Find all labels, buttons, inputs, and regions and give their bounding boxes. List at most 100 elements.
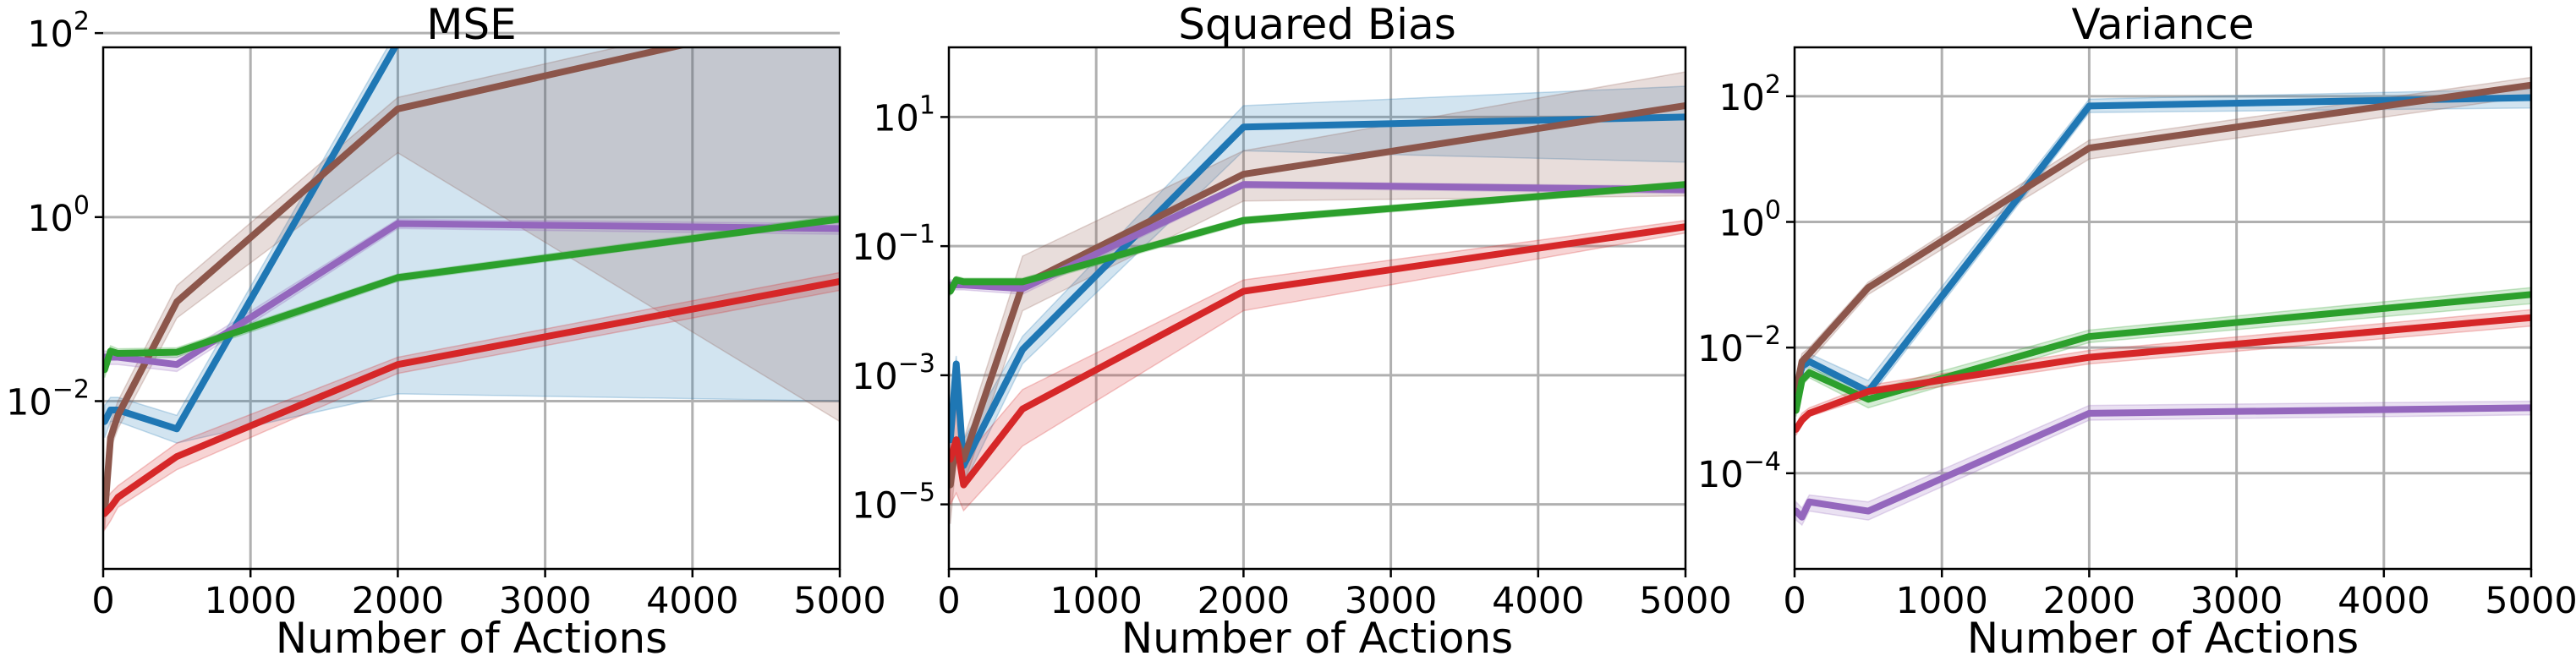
axes-frame	[947, 46, 1687, 571]
series-line-0	[949, 113, 1685, 469]
data-point	[1808, 372, 1810, 374]
axes-frame	[1793, 46, 2533, 571]
x-tick-label: 2000	[352, 580, 444, 622]
x-tick-label: 4000	[2338, 580, 2430, 622]
data-point	[1801, 380, 1803, 381]
series-line-4	[1795, 314, 2531, 433]
data-point	[104, 512, 106, 514]
data-point	[1867, 398, 1869, 400]
y-tick-label: 101	[873, 90, 935, 139]
data-point	[397, 276, 398, 278]
y-tick-label: 10−5	[852, 478, 935, 528]
data-point	[1801, 419, 1803, 421]
y-tick-label: 10−4	[1697, 447, 1781, 496]
data-point	[950, 458, 951, 460]
series-line-4	[949, 223, 1685, 489]
data-point	[104, 421, 106, 423]
data-point	[397, 108, 398, 110]
x-tick-label: 3000	[1345, 580, 1437, 622]
data-point	[104, 369, 106, 370]
x-axis-label: Number of Actions	[1967, 614, 2359, 663]
data-point	[176, 364, 178, 365]
x-tick-label: 3000	[499, 580, 591, 622]
plot-area	[103, 9, 841, 533]
x-tick-label: 0	[937, 580, 960, 622]
data-point	[1867, 391, 1869, 392]
data-point	[1242, 291, 1244, 292]
series-line-1	[1795, 81, 2531, 396]
y-tick-label: 100	[27, 191, 90, 240]
confidence-band-2	[1795, 400, 2531, 527]
y-tick-label: 10−2	[6, 375, 90, 424]
x-axis-label: Number of Actions	[276, 614, 667, 663]
series-line-0	[103, 47, 399, 433]
data-point	[2088, 357, 2090, 358]
data-point	[2088, 105, 2090, 107]
data-point	[1242, 126, 1244, 128]
data-point	[1808, 501, 1810, 503]
x-tick-label: 4000	[1492, 580, 1584, 622]
chart-title: Variance	[2072, 0, 2255, 49]
x-tick-label: 0	[1783, 580, 1806, 622]
plot-area	[949, 71, 1685, 524]
data-point	[1801, 361, 1803, 363]
data-point	[950, 291, 951, 292]
data-point	[110, 506, 112, 508]
x-tick-label: 1000	[1050, 580, 1142, 622]
data-point	[1808, 353, 1810, 354]
x-tick-label: 0	[91, 580, 114, 622]
data-point	[1022, 287, 1023, 289]
data-point	[840, 29, 841, 30]
x-tick-label: 5000	[1639, 580, 1731, 622]
y-tick-label: 102	[1718, 70, 1781, 119]
data-point	[1808, 361, 1810, 363]
chart-title: MSE	[426, 0, 516, 49]
y-tick-label: 10−2	[1697, 321, 1781, 370]
data-point	[962, 458, 964, 460]
data-point	[397, 222, 398, 224]
axes-frame	[101, 46, 841, 571]
data-point	[110, 437, 112, 439]
confidence-band-0	[103, 47, 840, 444]
x-tick-label: 2000	[2043, 580, 2135, 622]
data-point	[950, 484, 951, 486]
data-point	[1242, 220, 1244, 221]
series-line-3	[103, 216, 840, 374]
data-point	[1867, 287, 1869, 288]
data-point	[1022, 408, 1023, 410]
data-point	[1022, 349, 1023, 351]
y-tick-label: 10−3	[852, 349, 935, 398]
data-point	[1242, 183, 1244, 185]
x-tick-label: 5000	[2485, 580, 2576, 622]
x-tick-label: 3000	[2190, 580, 2283, 622]
y-tick-label: 10−1	[852, 220, 935, 269]
x-axis-label: Number of Actions	[1121, 614, 1513, 663]
data-point	[104, 357, 106, 358]
data-point	[176, 352, 178, 353]
x-tick-label: 1000	[204, 580, 296, 622]
data-point	[176, 301, 178, 303]
chart-panel-1: 0 1000 2000 3000 4000 5000 10−5 10−3 10−1 101 Squa…	[852, 0, 1732, 663]
x-tick-label: 1000	[1895, 580, 1987, 622]
x-tick-label: 5000	[793, 580, 885, 622]
series-line-4	[103, 277, 840, 517]
y-tick-label: 100	[1718, 195, 1781, 244]
series-line-3	[949, 181, 1685, 295]
data-point	[2088, 336, 2090, 337]
series-line-3	[1795, 291, 2531, 414]
x-tick-label: 4000	[646, 580, 738, 622]
data-point	[1795, 409, 1797, 411]
data-point	[397, 41, 398, 42]
plot-area	[1795, 76, 2531, 527]
data-point	[110, 409, 112, 411]
data-point	[840, 9, 841, 10]
x-tick-label: 2000	[1198, 580, 1290, 622]
data-point	[962, 484, 964, 486]
data-point	[397, 364, 398, 365]
data-point	[110, 350, 112, 352]
y-tick-label: 102	[27, 7, 90, 56]
series-line-2	[1795, 404, 2531, 521]
data-point	[1795, 391, 1797, 392]
chart-panel-0: 0 1000 2000 3000 4000 5000 10−2 100 102 MSE Number…	[6, 0, 886, 663]
